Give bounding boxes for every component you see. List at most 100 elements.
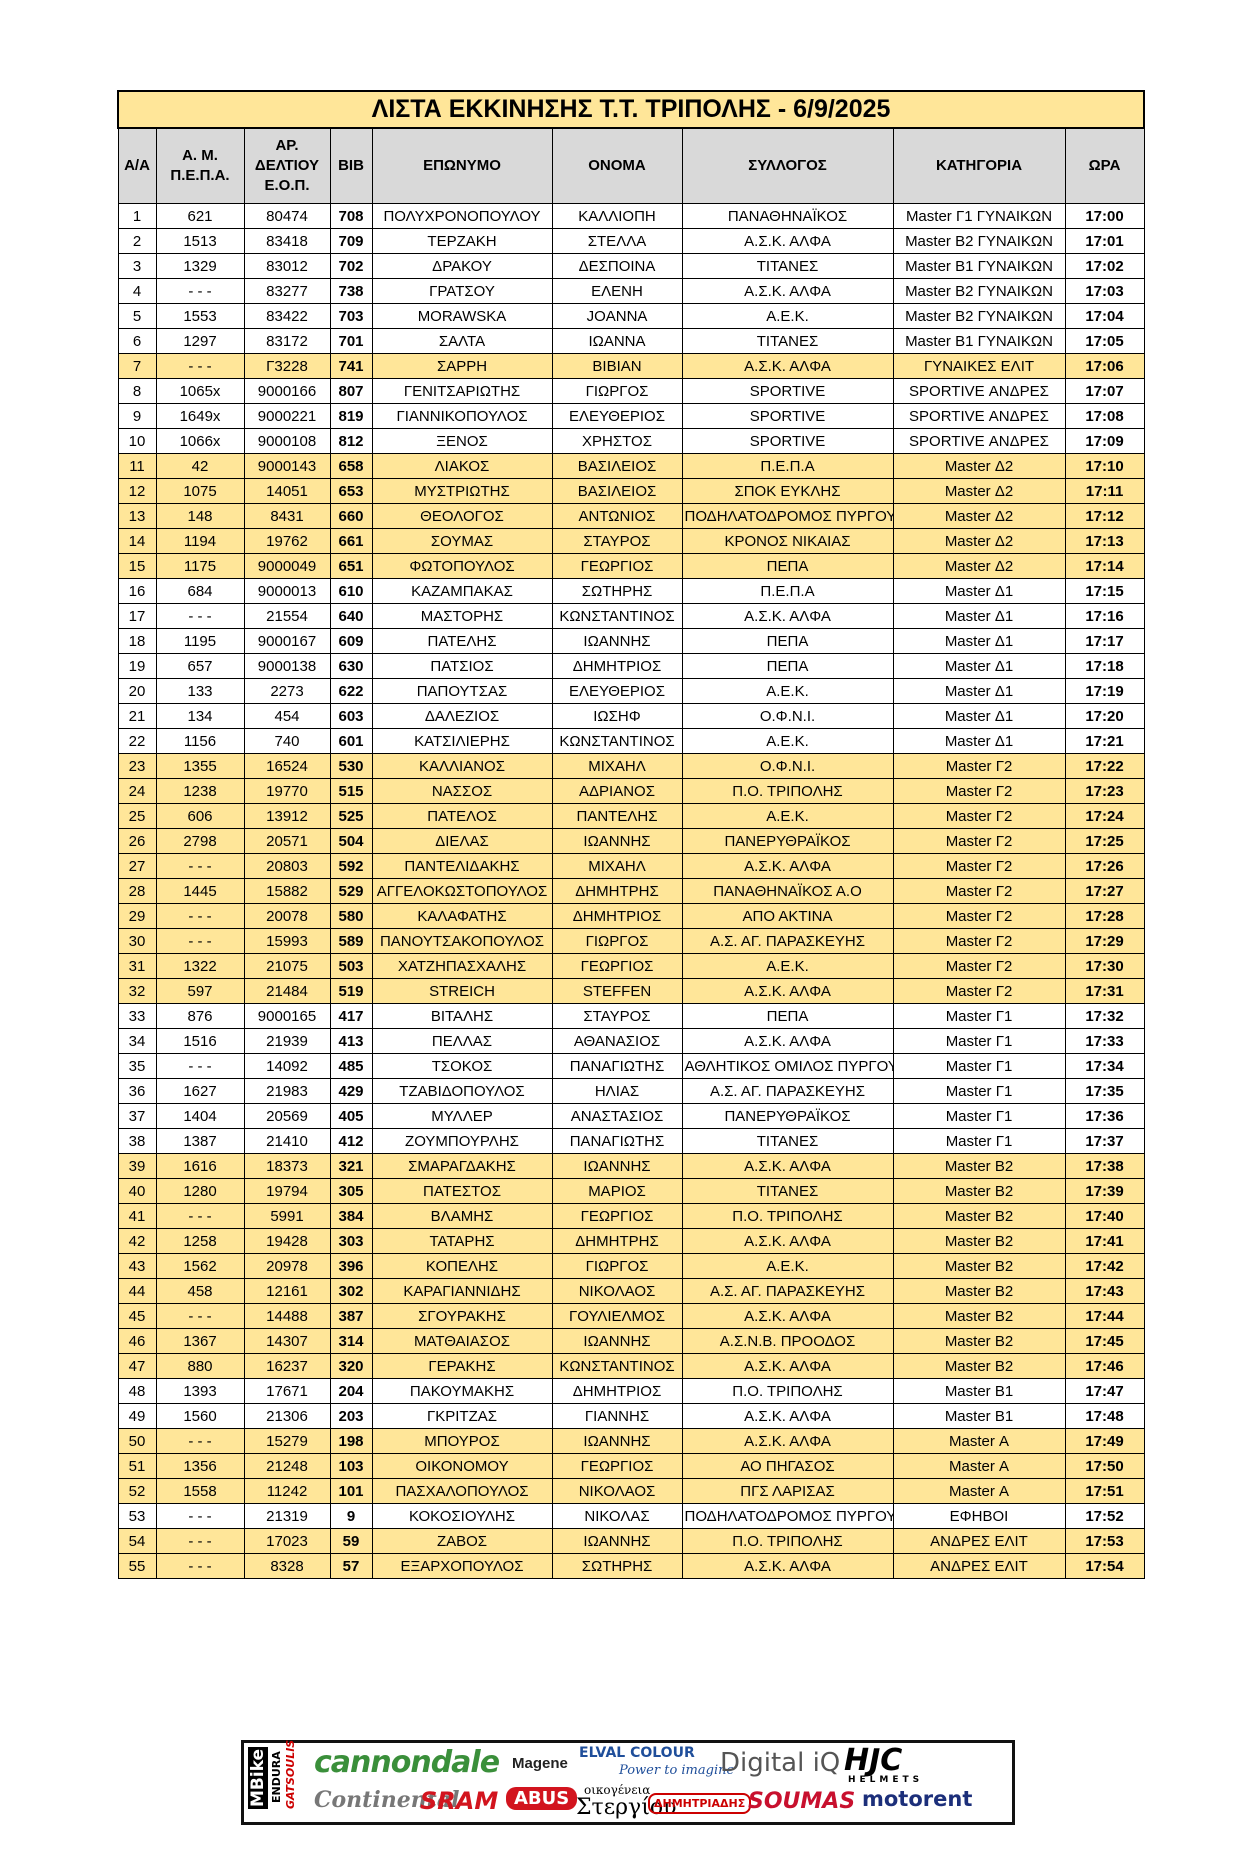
table-cell: ΓΚΡΙΤΖΑΣ	[371, 1403, 553, 1429]
table-cell: 1513	[155, 228, 245, 254]
table-cell: 17:44	[1064, 1303, 1145, 1329]
table-cell: 485	[329, 1053, 373, 1079]
table-cell: 1156	[155, 728, 245, 754]
table-cell: 9	[117, 403, 157, 429]
table-row: 47 880 16237 320 ΓΕΡΑΚΗΣ ΚΩΝΣΤΑΝΤΙΝΟΣ Α.Σ.Κ. Α…	[117, 1353, 1145, 1379]
table-cell: 630	[329, 653, 373, 679]
table-cell: ΚΑΡΑΓΙΑΝΝΙΔΗΣ	[371, 1278, 553, 1304]
table-row: 55- - -8328 57 ΕΞΑΡΧΟΠΟΥΛΟΣ ΣΩΤΗΡΗΣ Α.Σ.Κ. Α…	[117, 1553, 1145, 1579]
table-row: 37 1404 20569 405 ΜΥΛΛΕΡ ΑΝΑΣΤΑΣΙΟΣ ΠΑΝΕΡΥΘΡΑΪ…	[117, 1103, 1145, 1129]
table-cell: 1238	[155, 778, 245, 804]
table-cell: 320	[329, 1353, 373, 1379]
table-cell: 17:22	[1064, 753, 1145, 779]
column-header: ΟΝΟΜΑ	[551, 127, 683, 204]
table-cell: 5991	[243, 1203, 331, 1229]
sponsor-logo: ABUS	[506, 1787, 578, 1810]
table-row: 2 1513 83418 709 ΤΕΡΖΑΚΗ ΣΤΕΛΛΑ Α.Σ.Κ. ΑΛΦΑ Mas…	[117, 228, 1145, 254]
sponsor-logo: cannondale	[314, 1745, 500, 1780]
table-cell: ΠΑΝΤΕΛΙΔΑΚΗΣ	[371, 853, 553, 879]
table-cell: ΓΙΑΝΝΗΣ	[551, 1403, 683, 1429]
table-cell: 17:35	[1064, 1078, 1145, 1104]
sponsor-logo: Magene	[512, 1755, 568, 1772]
table-cell: 412	[329, 1128, 373, 1154]
table-cell: ΤΖΑΒΙΔΟΠΟΥΛΟΣ	[371, 1078, 553, 1104]
table-cell: - - -	[155, 278, 245, 304]
table-cell: 503	[329, 953, 373, 979]
table-cell: 10	[117, 428, 157, 454]
table-cell: Π.Ο. ΤΡΙΠΟΛΗΣ	[681, 1378, 894, 1404]
table-cell: ΠΕΛΛΑΣ	[371, 1028, 553, 1054]
table-row: 14 1194 19762 661 ΣΟΥΜΑΣ ΣΤΑΥΡΟΣ ΚΡΟΝΟΣ ΝΙΚΑΙΑ…	[117, 528, 1145, 554]
table-cell: 2273	[243, 678, 331, 704]
table-cell: ΔΗΜΗΤΡΙΟΣ	[551, 903, 683, 929]
table-cell: 314	[329, 1328, 373, 1354]
table-cell: 6	[117, 328, 157, 354]
table-cell: 812	[329, 428, 373, 454]
table-cell: Master Γ1	[892, 1003, 1066, 1029]
table-cell: ΜΥΛΛΕΡ	[371, 1103, 553, 1129]
table-cell: 19770	[243, 778, 331, 804]
table-cell: 46	[117, 1328, 157, 1354]
table-cell: ΤΙΤΑΝΕΣ	[681, 253, 894, 279]
table-cell: 1194	[155, 528, 245, 554]
table-cell: 529	[329, 878, 373, 904]
table-cell: - - -	[155, 928, 245, 954]
table-cell: Α.Σ.Κ. ΑΛΦΑ	[681, 228, 894, 254]
sponsor-logo: MBike	[248, 1746, 268, 1809]
table-cell: - - -	[155, 1053, 245, 1079]
table-cell: ΑΓΓΕΛΟΚΩΣΤΟΠΟΥΛΟΣ	[371, 878, 553, 904]
sponsor-logo: HJC	[844, 1743, 903, 1778]
sponsor-logo: Στεργίου	[576, 1795, 677, 1820]
table-cell: 17:09	[1064, 428, 1145, 454]
sponsor-logo: HELMETS	[848, 1775, 924, 1785]
table-cell: SPORTIVE	[681, 428, 894, 454]
table-row: 21 134 454 603 ΔΑΛΕΖΙΟΣ ΙΩΣΗΦ Ο.Φ.Ν.Ι. Master Δ…	[117, 703, 1145, 729]
table-row: 39 1616 18373 321 ΣΜΑΡΑΓΔΑΚΗΣ ΙΩΑΝΝΗΣ Α.Σ.Κ. Α…	[117, 1153, 1145, 1179]
table-cell: ΔΕΣΠΟΙΝΑ	[551, 253, 683, 279]
table-cell: Α.Σ.Κ. ΑΛΦΑ	[681, 1153, 894, 1179]
table-cell: SPORTIVE ΑΝΔΡΕΣ	[892, 428, 1066, 454]
table-cell: 305	[329, 1178, 373, 1204]
table-cell: 658	[329, 453, 373, 479]
table-cell: ΔΗΜΗΤΡΙΟΣ	[551, 1378, 683, 1404]
table-cell: 413	[329, 1028, 373, 1054]
table-cell: ΙΩΑΝΝΗΣ	[551, 1328, 683, 1354]
table-cell: Master Δ2	[892, 478, 1066, 504]
table-cell: 17:15	[1064, 578, 1145, 604]
table-cell: 303	[329, 1228, 373, 1254]
table-cell: STEFFEN	[551, 978, 683, 1004]
table-cell: ΠΟΛΥΧΡΟΝΟΠΟΥΛΟΥ	[371, 203, 553, 229]
table-cell: ΤΙΤΑΝΕΣ	[681, 1178, 894, 1204]
table-cell: ΘΕΟΛΟΓΟΣ	[371, 503, 553, 529]
table-cell: 133	[155, 678, 245, 704]
table-cell: ΚΡΟΝΟΣ ΝΙΚΑΙΑΣ	[681, 528, 894, 554]
table-cell: 17:13	[1064, 528, 1145, 554]
table-cell: 13912	[243, 803, 331, 829]
table-cell: 458	[155, 1278, 245, 1304]
table-cell: 703	[329, 303, 373, 329]
table-cell: 29	[117, 903, 157, 929]
table-row: 44 458 12161 302 ΚΑΡΑΓΙΑΝΝΙΔΗΣ ΝΙΚΟΛΑΟΣ Α.Σ. Α…	[117, 1278, 1145, 1304]
table-cell: MORAWSKA	[371, 303, 553, 329]
table-cell: ΚΑΛΛΙΟΠΗ	[551, 203, 683, 229]
table-cell: 25	[117, 803, 157, 829]
table-cell: Master Γ1	[892, 1103, 1066, 1129]
table-cell: 21410	[243, 1128, 331, 1154]
table-cell: ΔΡΑΚΟΥ	[371, 253, 553, 279]
table-cell: ΒΑΣΙΛΕΙΟΣ	[551, 453, 683, 479]
table-cell: Master Γ1	[892, 1128, 1066, 1154]
table-cell: 17:00	[1064, 203, 1145, 229]
table-cell: ΠΟΔΗΛΑΤΟΔΡΟΜΟΣ ΠΥΡΓΟΥ	[681, 503, 894, 529]
sponsor-logo: motorent	[862, 1787, 973, 1811]
table-cell: 653	[329, 478, 373, 504]
table-cell: 14307	[243, 1328, 331, 1354]
table-row: 18 1195 9000167 609 ΠΑΤΕΛΗΣ ΙΩΑΝΝΗΣ ΠΕΠΑ Master…	[117, 628, 1145, 654]
table-row: 1 621 80474 708 ΠΟΛΥΧΡΟΝΟΠΟΥΛΟΥ ΚΑΛΛΙΟΠΗ ΠΑΝΑΘ…	[117, 203, 1145, 229]
table-cell: 17:47	[1064, 1378, 1145, 1404]
sponsor-logo: ELVAL COLOUR	[579, 1745, 695, 1761]
table-cell: Ο.Φ.Ν.Ι.	[681, 703, 894, 729]
table-cell: 17:01	[1064, 228, 1145, 254]
table-cell: 17:43	[1064, 1278, 1145, 1304]
table-cell: 17:24	[1064, 803, 1145, 829]
table-cell: 17:30	[1064, 953, 1145, 979]
